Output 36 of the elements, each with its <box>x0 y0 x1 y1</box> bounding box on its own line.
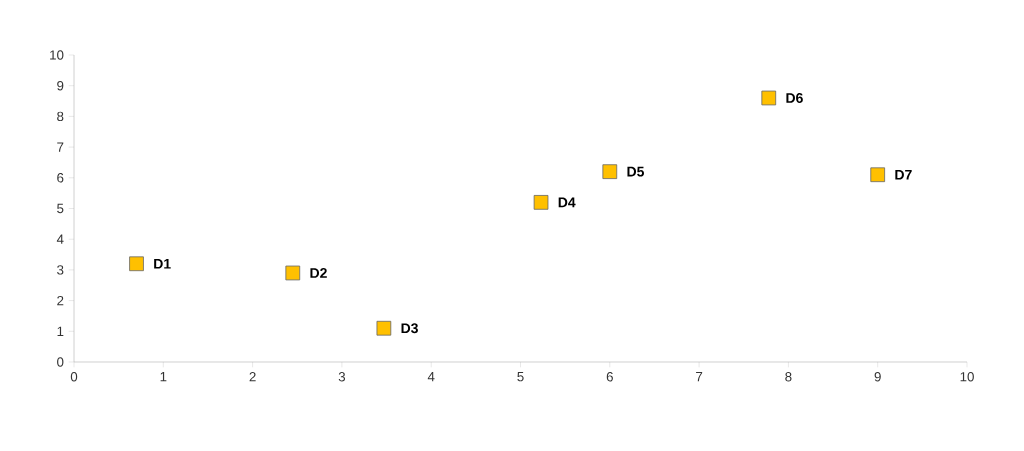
annotation: D1 <box>154 258 171 269</box>
point <box>870 167 886 183</box>
annotation: D7 <box>895 169 912 180</box>
x-tick-label: 9 <box>874 372 881 382</box>
y-tick-label: 0 <box>57 357 64 367</box>
y-tick-label: 4 <box>56 234 64 244</box>
y-tick-label: 5 <box>57 203 64 214</box>
y-tick-label: 2 <box>57 295 64 306</box>
annotation: D4 <box>558 197 576 208</box>
x-tick-label: 5 <box>517 372 524 382</box>
y-tick-label: 1 <box>57 326 64 336</box>
x-tick-label: 7 <box>696 372 703 382</box>
x-tick-label: 4 <box>427 372 435 382</box>
y-tick-label: 8 <box>57 111 64 122</box>
y-tick-label: 10 <box>50 50 64 60</box>
point <box>761 90 777 106</box>
point <box>602 164 618 179</box>
point <box>285 265 301 281</box>
annotation: D2 <box>310 268 327 278</box>
x-tick-label: 2 <box>249 372 256 382</box>
x-tick-label: 1 <box>160 372 167 382</box>
point <box>129 256 144 272</box>
annotation: D5 <box>627 166 645 177</box>
x-tick-label: 0 <box>70 372 78 382</box>
x-tick-label: 3 <box>338 372 346 382</box>
annotation: D6 <box>786 93 803 103</box>
y-tick-label: 3 <box>57 265 64 275</box>
x-tick-label: 10 <box>960 372 974 382</box>
point <box>533 195 549 210</box>
x-tick-label: 8 <box>785 372 792 382</box>
x-tick-label: 6 <box>606 372 613 382</box>
y-tick-label: 6 <box>57 173 64 183</box>
y-tick-label: 7 <box>57 142 64 152</box>
y-tick-label: 9 <box>57 80 64 91</box>
point <box>376 320 392 336</box>
annotation: D3 <box>401 323 418 334</box>
